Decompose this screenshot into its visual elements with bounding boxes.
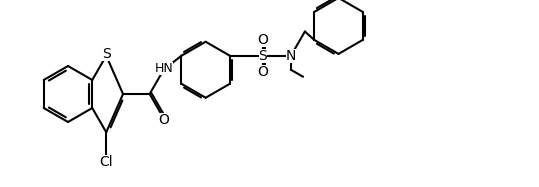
Text: HN: HN [154,62,173,75]
Text: O: O [258,33,268,47]
Text: N: N [286,49,296,63]
Text: S: S [102,47,110,61]
Text: Cl: Cl [99,155,113,169]
Text: S: S [259,49,267,63]
Text: O: O [158,113,169,127]
Text: O: O [258,65,268,79]
